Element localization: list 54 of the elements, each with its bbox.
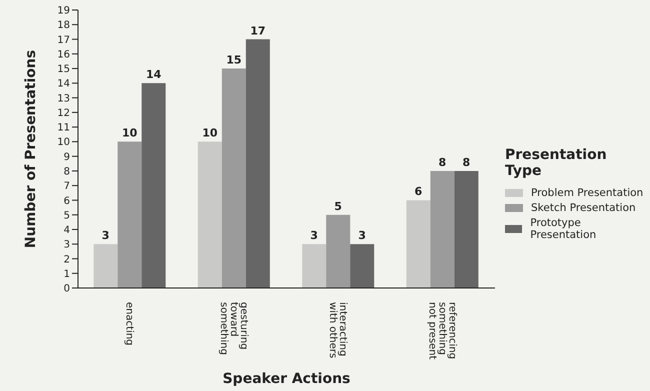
bar (430, 170, 454, 288)
data-label: 3 (358, 229, 366, 242)
y-tick-label: 2 (64, 254, 70, 266)
y-tick-label: 14 (57, 78, 70, 90)
y-tick-label: 17 (57, 34, 70, 46)
y-axis-title: Number of Presentations (22, 50, 39, 248)
data-label: 3 (102, 229, 110, 242)
y-tick-label: 19 (57, 6, 70, 17)
y-tick-label: 9 (64, 152, 70, 163)
data-label: 6 (414, 185, 423, 198)
y-tick-label: 13 (57, 93, 70, 104)
x-tick-label: enacting (124, 302, 135, 346)
data-label: 8 (438, 156, 446, 169)
y-tick-label: 6 (64, 196, 70, 207)
x-tick-label: gesturing toward something (218, 302, 249, 355)
bar (326, 214, 350, 288)
bar (454, 170, 478, 288)
x-tick-label: interacting with others (327, 302, 348, 358)
y-tick-label: 3 (64, 240, 70, 251)
x-axis-title: Speaker Actions (222, 371, 350, 387)
bar (350, 244, 374, 288)
bar (406, 200, 430, 288)
y-tick-label: 8 (64, 166, 70, 178)
y-tick-label: 1 (64, 268, 70, 280)
data-label: 10 (202, 126, 218, 140)
y-tick-label: 18 (57, 20, 70, 32)
bar (118, 142, 142, 288)
legend-label: Problem Presentation (530, 187, 644, 199)
data-label: 15 (226, 54, 242, 67)
data-label: 14 (146, 68, 162, 82)
x-tick-label: referencing something not present (426, 302, 458, 360)
legend-label: Prototype Presentation (529, 217, 598, 241)
bar (142, 83, 166, 288)
y-tick-label: 5 (64, 210, 70, 222)
legend-label: Sketch Presentation (530, 202, 637, 214)
data-label: 3 (310, 229, 318, 242)
data-label: 5 (334, 200, 342, 213)
y-tick-label: 10 (57, 137, 70, 148)
y-tick-label: 0 (64, 284, 70, 295)
bar (302, 244, 326, 288)
bar (246, 39, 270, 288)
y-tick-label: 11 (57, 122, 70, 134)
data-label: 17 (250, 24, 266, 38)
y-tick-label: 15 (57, 64, 70, 76)
bar (222, 68, 246, 288)
data-label: 10 (122, 126, 138, 140)
y-tick-label: 16 (57, 49, 70, 60)
y-tick-label: 12 (57, 108, 70, 119)
bar (94, 244, 118, 288)
y-tick-label: 4 (64, 225, 70, 236)
legend-title: Presentation Type (505, 147, 608, 179)
data-label: 8 (462, 156, 470, 169)
bar (198, 142, 222, 288)
y-tick-label: 7 (64, 181, 70, 192)
